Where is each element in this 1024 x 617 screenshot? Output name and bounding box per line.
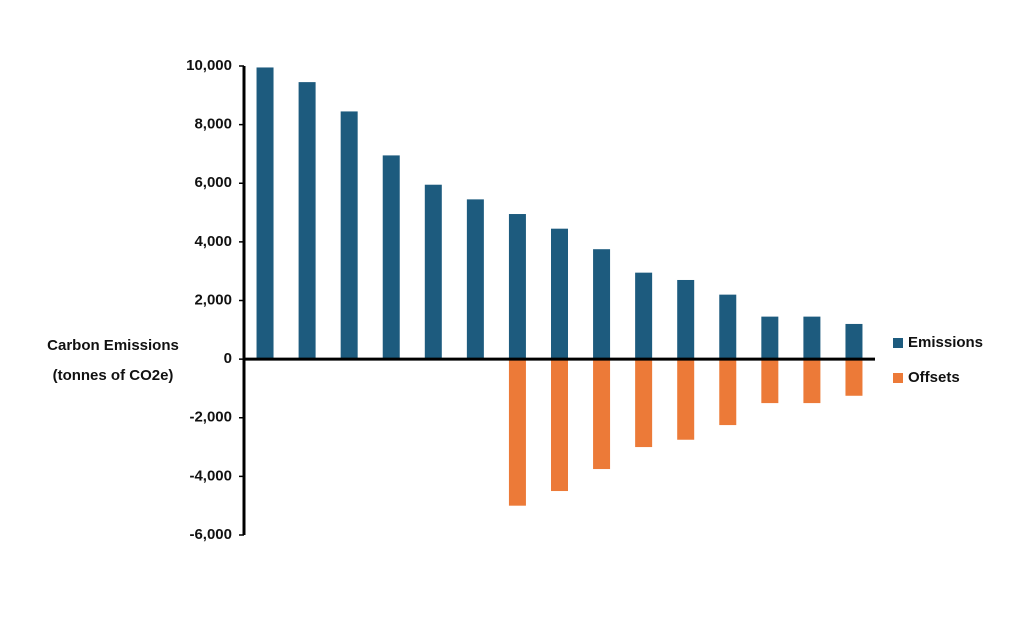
bar bbox=[845, 323, 863, 360]
bar bbox=[803, 359, 821, 404]
y-axis-label: (tonnes of CO2e) bbox=[53, 367, 174, 384]
bar bbox=[803, 316, 821, 360]
bar bbox=[593, 359, 611, 470]
bar bbox=[845, 359, 863, 396]
bar bbox=[719, 294, 737, 360]
y-tick-label: 2,000 bbox=[194, 291, 232, 308]
bar bbox=[761, 316, 779, 360]
y-tick-label: -6,000 bbox=[189, 526, 232, 543]
y-tick-label: -2,000 bbox=[189, 409, 232, 426]
bar bbox=[340, 111, 358, 360]
bar bbox=[677, 359, 695, 440]
legend-label: Offsets bbox=[908, 369, 960, 386]
y-tick-label: 10,000 bbox=[186, 57, 232, 74]
bar bbox=[424, 184, 442, 360]
y-axis-label: Carbon Emissions bbox=[47, 337, 179, 354]
y-tick-label: 4,000 bbox=[194, 233, 232, 250]
bar bbox=[761, 359, 779, 404]
bar bbox=[635, 272, 653, 360]
bar bbox=[551, 228, 568, 360]
bar bbox=[677, 279, 695, 360]
bar bbox=[719, 359, 737, 426]
y-tick-label: -4,000 bbox=[189, 467, 232, 484]
bar bbox=[593, 249, 611, 360]
y-tick-label: 0 bbox=[224, 350, 232, 367]
legend-swatch bbox=[893, 338, 903, 348]
bar bbox=[466, 199, 484, 360]
bar bbox=[298, 82, 316, 360]
bar bbox=[551, 359, 568, 492]
bar bbox=[256, 67, 274, 360]
y-tick-label: 8,000 bbox=[194, 116, 232, 133]
bar bbox=[508, 359, 526, 506]
y-tick-label: 6,000 bbox=[194, 174, 232, 191]
legend-label: Emissions bbox=[908, 334, 983, 351]
bar bbox=[382, 155, 400, 360]
legend-swatch bbox=[893, 373, 903, 383]
bar bbox=[508, 214, 526, 360]
bar bbox=[635, 359, 653, 448]
